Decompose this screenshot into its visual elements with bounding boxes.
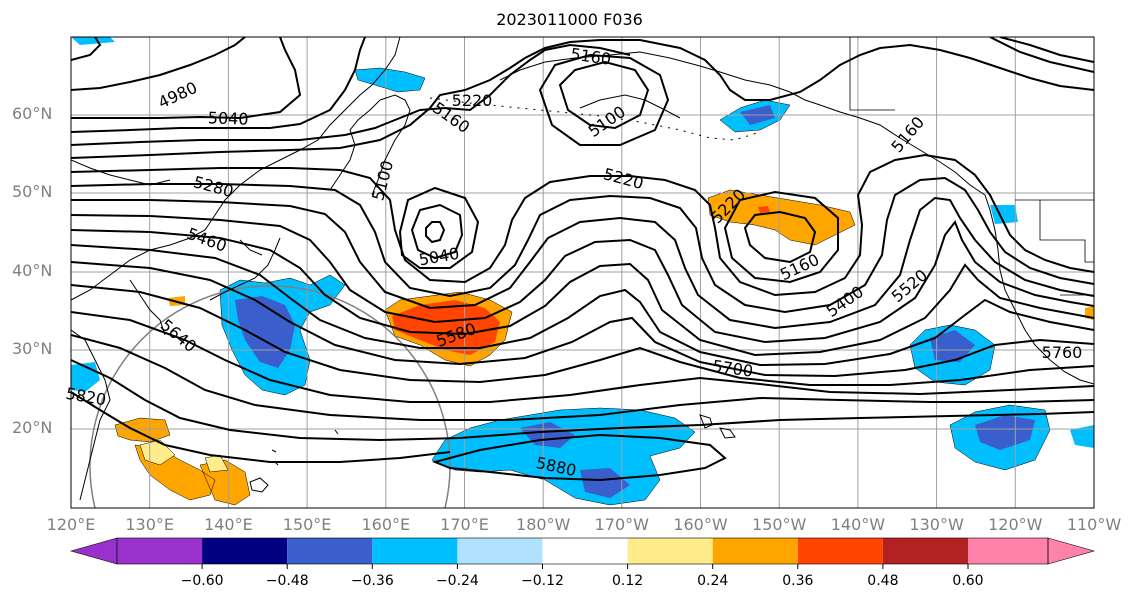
positive-area-red-spot: [758, 206, 770, 213]
contour-5100-low: [410, 203, 464, 260]
contour-5160-east-low: [743, 210, 817, 264]
contour-5220-east-low: [723, 190, 839, 284]
negative-area-subtropical-pacific: [431, 407, 696, 506]
colorbar-tick-label: 0.36: [782, 573, 814, 589]
range-circle: [89, 285, 451, 508]
colorbar-tick-label: −0.36: [350, 573, 394, 589]
negative-area-bering: [354, 67, 426, 93]
contour-label: 5220: [452, 91, 493, 110]
lat-label: 60°N: [12, 104, 53, 123]
strong-negative-area-east-pacific: [930, 330, 975, 362]
lon-label: 110°W: [1066, 515, 1122, 534]
contour-5160-low: [398, 186, 480, 269]
lon-label: 150°E: [282, 515, 332, 534]
contour-5700: [71, 334, 1094, 421]
contour-5040-low: [425, 221, 446, 244]
colorbar-segment: [372, 538, 458, 564]
lon-label: 120°E: [46, 515, 96, 534]
lat-label: 50°N: [12, 182, 53, 201]
shaded-fields: [71, 37, 1094, 506]
contour-5040: [71, 37, 302, 120]
contour-5820: [71, 391, 451, 463]
colorbar-tick-label: 0.60: [952, 573, 984, 589]
lat-label: 30°N: [12, 339, 53, 358]
positive-area-northeast-pacific: [707, 189, 856, 246]
contour-4980: [71, 37, 246, 91]
negative-area-far-east: [1070, 425, 1094, 448]
strong-negative-area-southeast-pacific: [975, 415, 1035, 450]
contour-5880: [431, 433, 727, 482]
lon-label: 150°W: [752, 515, 807, 534]
lon-label: 160°W: [673, 515, 728, 534]
contour-label: 5760: [1042, 343, 1083, 362]
lon-label: 130°W: [909, 515, 964, 534]
lon-label: 170°E: [440, 515, 489, 534]
lat-label: 20°N: [12, 418, 53, 437]
colorbar-segment: [117, 538, 203, 564]
height-contours: [71, 37, 1094, 482]
contour-label: 5040: [208, 108, 249, 128]
colorbar-segment: [712, 538, 798, 564]
colorbar: [69, 537, 1096, 569]
colorbar-tick-label: 0.48: [867, 573, 899, 589]
colorbar-tick-label: −0.48: [265, 573, 309, 589]
colorbar-segment: [968, 538, 1048, 564]
colorbar-extend-low: [69, 537, 118, 565]
lon-label: 140°W: [830, 515, 886, 534]
contour-5460: [71, 244, 1094, 367]
lon-label: 140°E: [204, 515, 253, 534]
colorbar-tick-label: 0.12: [612, 573, 644, 589]
colorbar-segment: [457, 538, 543, 564]
contour-5100-west: [71, 37, 366, 133]
lon-label: 130°E: [125, 515, 175, 534]
lon-label: 160°E: [361, 515, 411, 534]
lon-label: 180°W: [516, 515, 571, 534]
contour-5760: [71, 359, 1094, 442]
colorbar-tick-label: −0.60: [180, 573, 224, 589]
colorbar-tick-label: −0.24: [435, 573, 479, 589]
contour-5280: [71, 214, 1094, 344]
contour-5220-main: [71, 153, 1094, 297]
colorbar-tick-label: −0.12: [521, 573, 564, 589]
colorbar-segment: [202, 538, 288, 564]
contour-5100-north-low: [558, 60, 650, 130]
plot-frame: [70, 36, 1095, 509]
contour-5160-north-low: [538, 53, 670, 146]
strong-positive-area-central-pacific: [392, 300, 500, 355]
contour-5160-west: [71, 43, 631, 146]
map-title: 2023011000 F036: [496, 10, 643, 29]
contour-5220-north: [71, 39, 1094, 159]
lon-label: 120°W: [988, 515, 1043, 534]
lon-label: 170°W: [594, 515, 649, 534]
colorbar-tick-label: 0.24: [697, 573, 729, 589]
colorbar-segment: [627, 538, 713, 564]
contour-5640: [71, 311, 1094, 403]
colorbar-segment: [797, 538, 883, 564]
colorbar-extend-high: [1047, 537, 1096, 565]
lat-label: 40°N: [12, 261, 53, 280]
contour-5580: [71, 284, 1094, 386]
colorbar-segment: [542, 538, 628, 564]
colorbar-segment: [287, 538, 373, 564]
colorbar-segment: [882, 538, 968, 564]
negative-area-far-northwest: [71, 37, 115, 45]
